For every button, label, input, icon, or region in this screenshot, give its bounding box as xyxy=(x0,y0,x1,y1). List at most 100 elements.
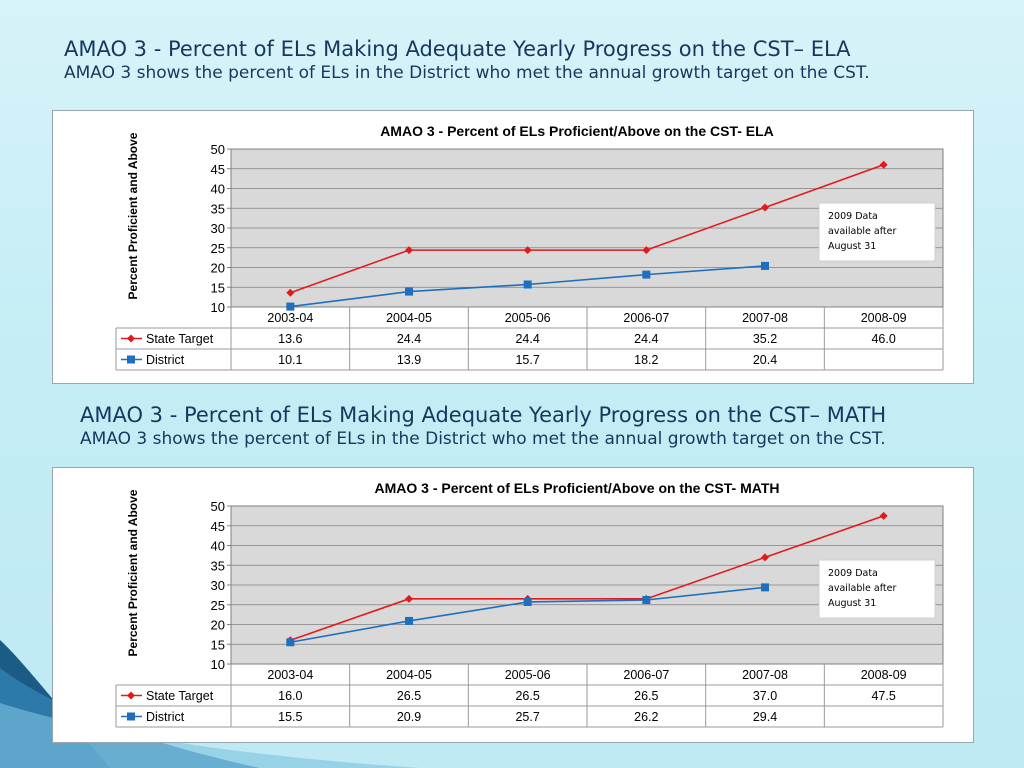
math-district-legend-label: District xyxy=(146,710,185,724)
math-annotation-text: August 31 xyxy=(828,598,876,609)
math-state-target-point xyxy=(405,594,413,603)
math-district-data-label: 29.4 xyxy=(753,710,777,724)
ela-district-point xyxy=(642,270,651,279)
math-district-point xyxy=(761,583,769,592)
ela-y-tick-label: 40 xyxy=(211,182,225,197)
ela-annotation-text: 2009 Data xyxy=(828,211,878,222)
ela-x-tick-label: 2006-07 xyxy=(623,311,669,325)
math-state-target-legend-marker xyxy=(127,691,135,700)
ela-state-target-data-label: 35.2 xyxy=(753,332,777,346)
ela-district-data-label: 20.4 xyxy=(753,353,777,367)
math-district-point xyxy=(286,638,295,647)
math-state-target-data-label: 16.0 xyxy=(278,689,302,703)
math-annotation-text: available after xyxy=(828,583,896,594)
math-district-data-label: 20.9 xyxy=(397,710,421,724)
ela-district-data-label: 13.9 xyxy=(397,353,421,367)
math-state-target-data-label: 26.5 xyxy=(397,689,421,703)
ela-subheading: AMAO 3 shows the percent of ELs in the D… xyxy=(64,63,870,83)
math-x-tick-label: 2004-05 xyxy=(386,668,432,682)
ela-y-tick-label: 45 xyxy=(211,162,225,177)
math-district-point xyxy=(523,597,532,606)
math-x-tick-label: 2005-06 xyxy=(505,668,551,682)
ela-x-tick-label: 2003-04 xyxy=(267,311,313,325)
math-state-target-data-label: 37.0 xyxy=(753,689,777,703)
math-chart: AMAO 3 - Percent of ELs Proficient/Above… xyxy=(115,480,944,728)
ela-state-target-legend-label: State Target xyxy=(146,332,214,346)
math-district-legend-marker xyxy=(127,712,135,721)
ela-y-tick-label: 35 xyxy=(211,201,225,216)
ela-heading: AMAO 3 - Percent of ELs Making Adequate … xyxy=(64,37,851,61)
ela-state-target-data-label: 24.4 xyxy=(397,332,421,346)
math-district-point xyxy=(642,596,651,605)
ela-chart-panel: AMAO 3 - Percent of ELs Proficient/Above… xyxy=(52,110,974,384)
math-y-tick-label: 25 xyxy=(211,598,225,613)
ela-annotation-text: August 31 xyxy=(828,241,876,252)
ela-district-data-label: 18.2 xyxy=(634,353,658,367)
math-chart-panel: AMAO 3 - Percent of ELs Proficient/Above… xyxy=(52,467,974,743)
ela-state-target-point xyxy=(405,246,413,255)
math-y-tick-label: 30 xyxy=(211,578,225,593)
math-state-target-legend-label: State Target xyxy=(146,689,214,703)
math-annotation-box xyxy=(818,559,936,619)
ela-state-target-point xyxy=(286,288,295,297)
math-subheading: AMAO 3 shows the percent of ELs in the D… xyxy=(80,429,886,449)
math-state-target-data-label: 47.5 xyxy=(871,689,895,703)
ela-state-target-point xyxy=(761,203,769,212)
ela-district-legend-label: District xyxy=(146,353,185,367)
math-x-tick-label: 2006-07 xyxy=(623,668,669,682)
ela-state-target-line xyxy=(290,164,884,294)
ela-district-legend-marker xyxy=(127,355,135,364)
math-heading-block: AMAO 3 - Percent of ELs Making Adequate … xyxy=(80,402,1024,450)
math-y-tick-label: 45 xyxy=(211,519,225,534)
ela-y-tick-label: 10 xyxy=(211,300,225,315)
ela-district-data-label: 15.7 xyxy=(515,353,539,367)
math-district-point xyxy=(405,616,413,625)
ela-state-target-data-label: 24.4 xyxy=(634,332,658,346)
math-y-axis-label: Percent Proficient and Above xyxy=(126,489,140,656)
ela-district-point xyxy=(405,287,413,296)
ela-y-tick-label: 20 xyxy=(211,261,225,276)
math-state-target-line xyxy=(290,515,884,642)
ela-state-target-legend-marker xyxy=(127,334,135,343)
ela-y-tick-label: 15 xyxy=(211,280,225,295)
ela-state-target-data-label: 13.6 xyxy=(278,332,302,346)
ela-state-target-point xyxy=(879,160,888,169)
ela-state-target-data-label: 46.0 xyxy=(871,332,895,346)
math-y-tick-label: 50 xyxy=(211,499,225,514)
ela-x-tick-label: 2008-09 xyxy=(861,311,907,325)
math-x-tick-label: 2008-09 xyxy=(861,668,907,682)
ela-y-tick-label: 25 xyxy=(211,241,225,256)
ela-y-axis-label: Percent Proficient and Above xyxy=(126,132,140,299)
ela-x-tick-label: 2007-08 xyxy=(742,311,788,325)
math-y-tick-label: 20 xyxy=(211,618,225,633)
ela-district-data-label: 10.1 xyxy=(278,353,302,367)
ela-annotation-box xyxy=(818,202,936,262)
math-x-tick-label: 2007-08 xyxy=(742,668,788,682)
ela-district-point xyxy=(523,280,532,289)
math-state-target-data-label: 26.5 xyxy=(515,689,539,703)
ela-heading-block: AMAO 3 - Percent of ELs Making Adequate … xyxy=(64,36,1024,84)
ela-annotation-text: available after xyxy=(828,226,896,237)
ela-state-target-data-label: 24.4 xyxy=(515,332,539,346)
ela-chart: AMAO 3 - Percent of ELs Proficient/Above… xyxy=(115,123,944,371)
math-state-target-point xyxy=(761,553,769,562)
ela-chart-title: AMAO 3 - Percent of ELs Proficient/Above… xyxy=(380,123,774,139)
math-y-tick-label: 35 xyxy=(211,558,225,573)
ela-state-target-point xyxy=(523,246,532,255)
math-y-tick-label: 40 xyxy=(211,539,225,554)
ela-state-target-point xyxy=(642,246,651,255)
ela-district-point xyxy=(761,261,769,270)
math-district-data-label: 25.7 xyxy=(515,710,539,724)
ela-x-tick-label: 2005-06 xyxy=(505,311,551,325)
math-y-tick-label: 15 xyxy=(211,637,225,652)
math-state-target-point xyxy=(879,511,888,520)
math-chart-title: AMAO 3 - Percent of ELs Proficient/Above… xyxy=(375,480,780,496)
ela-x-tick-label: 2004-05 xyxy=(386,311,432,325)
math-heading: AMAO 3 - Percent of ELs Making Adequate … xyxy=(80,403,887,427)
math-state-target-data-label: 26.5 xyxy=(634,689,658,703)
math-y-tick-label: 10 xyxy=(211,657,225,672)
ela-y-tick-label: 50 xyxy=(211,142,225,157)
ela-y-tick-label: 30 xyxy=(211,221,225,236)
math-x-tick-label: 2003-04 xyxy=(267,668,313,682)
math-district-data-label: 15.5 xyxy=(278,710,302,724)
